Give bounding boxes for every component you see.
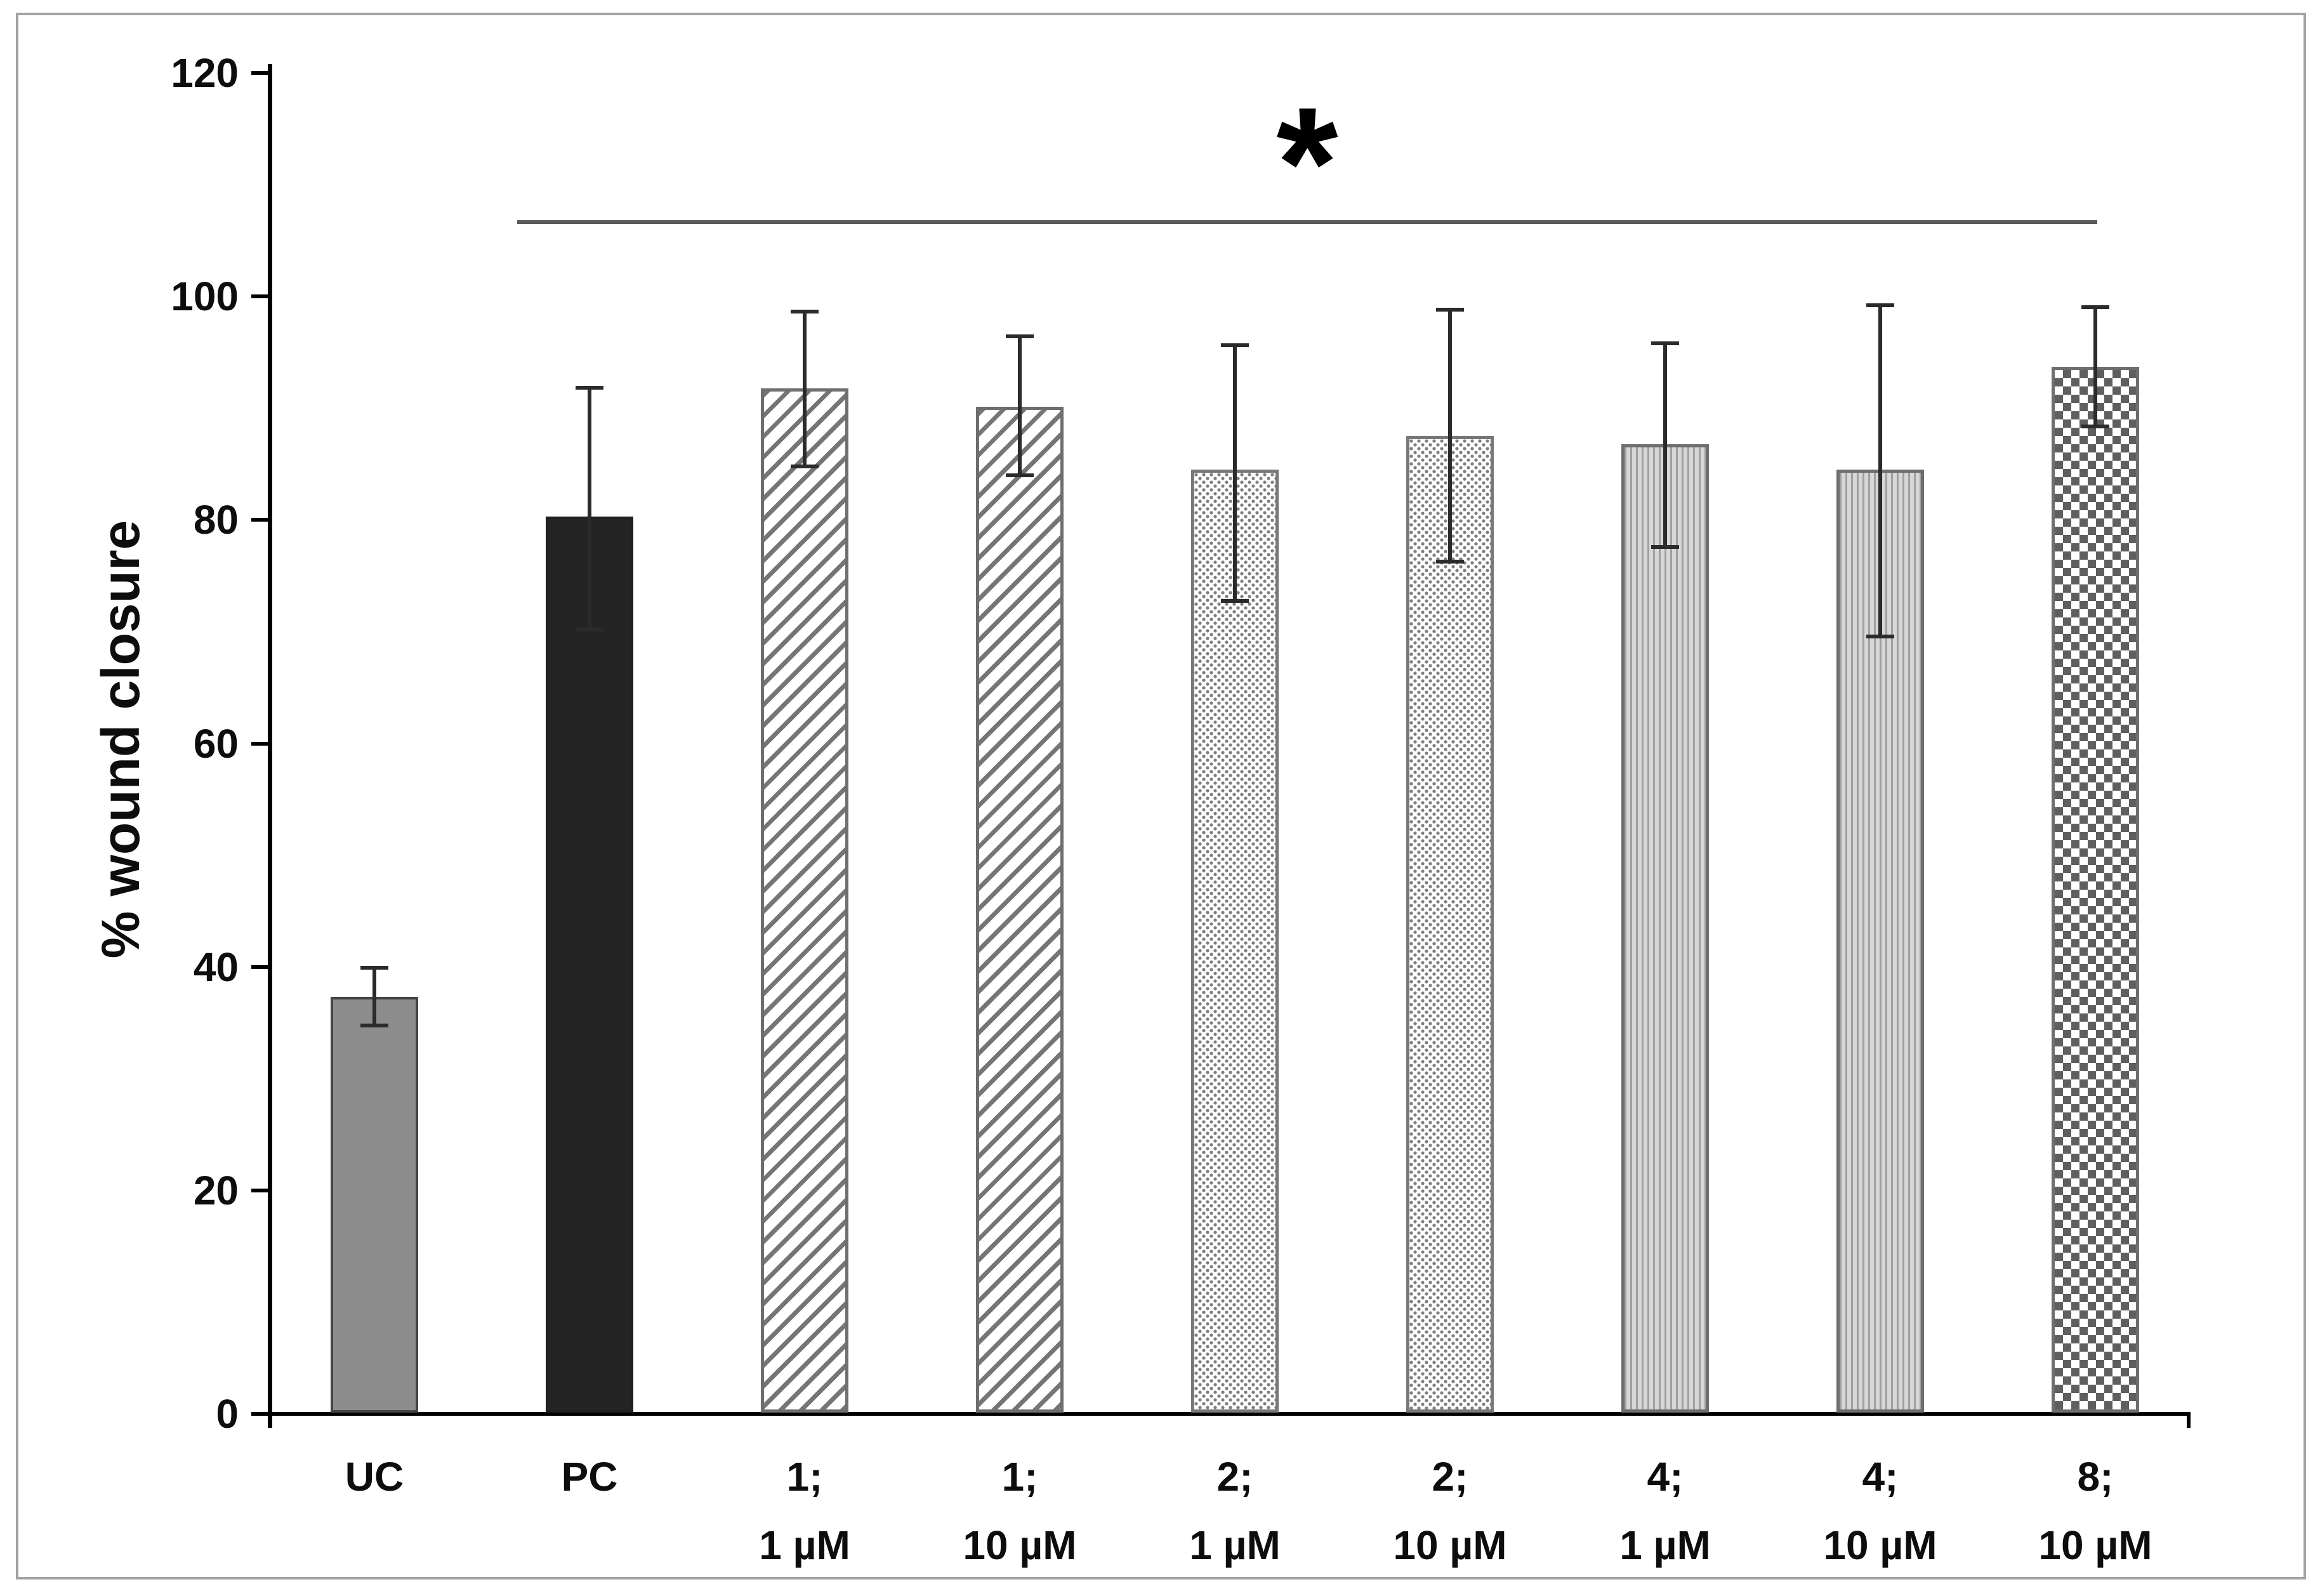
error-cap-bottom-1-10-um [1006, 473, 1034, 478]
category-label-2-1-um-line2: 1 µM [1189, 1522, 1281, 1568]
bar-8-10-um [2052, 367, 2139, 1413]
y-tick-40 [251, 965, 268, 969]
y-tick-20 [251, 1188, 268, 1192]
error-bar-4-1-um [1663, 341, 1667, 550]
error-cap-top-8-10-um [2081, 305, 2109, 310]
category-label-8-10-um-line2: 10 µM [2038, 1522, 2152, 1568]
category-label-1-1-um-line1: 1; [786, 1454, 823, 1500]
bar-pc [546, 517, 633, 1413]
error-cap-top-2-1-um [1221, 343, 1249, 348]
category-label-4-1-um-line1: 4; [1647, 1454, 1684, 1500]
significance-line [517, 220, 2097, 225]
category-label-4-10-um-line1: 4; [1862, 1454, 1899, 1500]
y-tick-0 [251, 1412, 268, 1416]
category-label-4-1-um-line2: 1 µM [1619, 1522, 1711, 1568]
y-tick-100 [251, 294, 268, 299]
error-bar-1-10-um [1018, 334, 1022, 478]
error-bar-1-1-um [803, 310, 807, 469]
category-label-1-10-um-line1: 1; [1001, 1454, 1038, 1500]
bar-1-10-um [976, 407, 1064, 1413]
category-label-8-10-um-line1: 8; [2077, 1454, 2114, 1500]
y-tick-120 [251, 71, 268, 75]
error-cap-bottom-8-10-um [2081, 424, 2109, 428]
error-bar-pc [588, 386, 591, 632]
category-label-1-1-um-line2: 1 µM [759, 1522, 850, 1568]
category-label-4-10-um-line2: 10 µM [1823, 1522, 1937, 1568]
y-tick-label-0: 0 [216, 1391, 239, 1437]
error-cap-bottom-1-1-um [791, 465, 819, 469]
error-bar-2-10-um [1448, 307, 1452, 564]
y-tick-label-80: 80 [193, 497, 239, 543]
x-axis-end-tick [2187, 1412, 2191, 1428]
error-cap-bottom-2-10-um [1436, 560, 1464, 564]
y-tick-label-100: 100 [171, 274, 239, 320]
x-axis-line [268, 1412, 2191, 1416]
category-label-2-10-um-line2: 10 µM [1393, 1522, 1507, 1568]
bar-4-1-um [1621, 444, 1709, 1413]
y-axis-line [268, 64, 272, 1428]
bar-2-1-um [1191, 470, 1279, 1413]
y-tick-label-20: 20 [193, 1167, 239, 1213]
error-bar-uc [372, 965, 376, 1027]
bar-1-1-um [761, 388, 848, 1413]
y-tick-label-60: 60 [193, 720, 239, 767]
error-cap-bottom-4-1-um [1651, 545, 1679, 550]
y-tick-80 [251, 518, 268, 522]
category-label-1-10-um-line2: 10 µM [963, 1522, 1077, 1568]
error-cap-bottom-pc [576, 628, 603, 632]
significance-asterisk: * [1276, 74, 1338, 252]
error-cap-top-2-10-um [1436, 307, 1464, 312]
error-cap-bottom-uc [360, 1023, 388, 1027]
y-tick-60 [251, 741, 268, 746]
error-cap-top-4-1-um [1651, 341, 1679, 345]
figure-border [16, 13, 2306, 1580]
y-tick-label-120: 120 [171, 50, 239, 96]
error-bar-4-10-um [1878, 303, 1882, 638]
error-cap-top-4-10-um [1866, 303, 1894, 307]
error-cap-top-pc [576, 386, 603, 390]
category-label-2-10-um-line1: 2; [1432, 1454, 1468, 1500]
error-cap-top-1-10-um [1006, 334, 1034, 339]
bar-2-10-um [1406, 436, 1494, 1413]
error-bar-2-1-um [1233, 343, 1237, 603]
category-label-uc-line1: UC [345, 1454, 404, 1500]
error-cap-top-1-1-um [791, 310, 819, 314]
bar-uc [331, 997, 418, 1413]
category-label-pc-line1: PC [561, 1454, 618, 1500]
error-cap-top-uc [360, 965, 388, 970]
y-tick-label-40: 40 [193, 944, 239, 990]
error-cap-bottom-2-1-um [1221, 598, 1249, 603]
category-label-2-1-um-line1: 2; [1216, 1454, 1253, 1500]
error-bar-8-10-um [2093, 305, 2097, 428]
error-cap-bottom-4-10-um [1866, 634, 1894, 638]
